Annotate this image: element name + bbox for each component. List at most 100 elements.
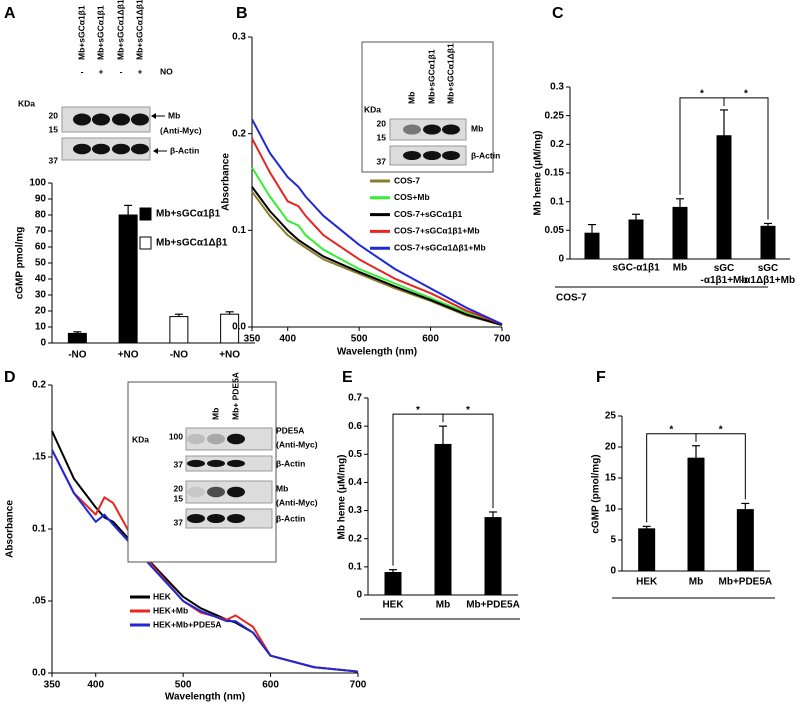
y-tick-label: 0.2 [232, 128, 246, 139]
series-line [251, 166, 503, 327]
bar [716, 135, 732, 260]
y-axis-label: Absorbance [5, 500, 16, 558]
y-tick-label: 0.2 [550, 139, 564, 150]
significance-label: * [744, 89, 748, 100]
x-tick-label: -NO [170, 350, 189, 361]
series-line [251, 186, 503, 327]
marker-label: 37 [174, 517, 184, 527]
x-tick-label: +NO [219, 350, 240, 361]
lane-label: Mb+sGCα1Δβ1 [445, 43, 455, 104]
bar [484, 517, 502, 596]
band [423, 150, 441, 161]
y-axis-label: Mb heme (μM/mg) [533, 130, 544, 215]
x-tick-label: 600 [422, 334, 439, 345]
bar [687, 457, 705, 572]
band [207, 513, 225, 524]
y-tick-label: 100 [29, 178, 46, 189]
x-tick-label: 600 [262, 680, 279, 691]
blot-label: (Anti-Myc) [160, 125, 202, 135]
bar [638, 528, 656, 572]
series-line [251, 191, 503, 327]
blot-label: (Anti-Myc) [276, 497, 318, 507]
y-tick-label: 0.1 [348, 561, 362, 572]
x-tick-label: HEK [382, 600, 404, 611]
y-tick-label: 0 [558, 254, 564, 265]
arrow-head [153, 148, 158, 154]
x-tick-label: 500 [351, 334, 368, 345]
band [112, 113, 130, 126]
x-tick-label: 400 [279, 334, 296, 345]
series-line [251, 118, 503, 326]
band [227, 486, 245, 498]
treatment-mark: + [99, 66, 104, 76]
inset-frame [127, 381, 277, 563]
blot-label: Mb [471, 123, 483, 133]
legend-label: Mb+sGCα1Δβ1 [156, 238, 228, 249]
y-tick-label: 20 [35, 306, 47, 317]
legend-swatch [139, 207, 152, 221]
x-tick-label: Mb [673, 263, 687, 274]
x-axis-label: Wavelength (nm) [165, 692, 245, 703]
y-axis-label: Absorbance [221, 153, 232, 211]
group-label: COS-7 [556, 293, 587, 304]
x-tick-label: 500 [175, 680, 192, 691]
x-tick-label: Mb [689, 577, 703, 588]
panel-label: B [236, 5, 248, 22]
bar [169, 316, 189, 344]
series-line [251, 138, 503, 326]
y-tick-label: 50 [35, 258, 47, 269]
y-tick-label: 30 [35, 290, 47, 301]
y-tick-label: 0.1 [232, 225, 246, 236]
x-tick-label: -NO [68, 350, 87, 361]
blot-label: Mb [168, 110, 180, 120]
marker-label: 20 [49, 110, 59, 120]
significance-label: * [466, 405, 470, 416]
x-axis-label: Wavelength (nm) [337, 347, 417, 358]
bar [628, 219, 644, 260]
band [403, 124, 421, 135]
x-tick-label: 700 [494, 334, 511, 345]
significance-label: * [719, 424, 723, 435]
band [92, 143, 110, 155]
blot-label: (Anti-Myc) [276, 439, 318, 449]
blot-label: β-Actin [170, 145, 199, 155]
band [207, 459, 225, 468]
significance-label: * [416, 405, 420, 416]
band [73, 143, 91, 155]
x-tick-label: sGC-α1β1 [612, 263, 660, 274]
treatment-mark: + [138, 66, 143, 76]
marker-label: 37 [49, 155, 59, 165]
panel-label: E [342, 369, 353, 386]
y-tick-label: 0.05 [545, 225, 565, 236]
blot-label: β-Actin [471, 150, 500, 160]
band [112, 143, 130, 155]
y-tick-label: 80 [35, 210, 47, 221]
bar [118, 214, 138, 344]
y-tick-label: 0.15 [545, 168, 565, 179]
band [187, 513, 205, 524]
significance-bracket [695, 433, 746, 500]
x-tick-label: sGC -α1Δβ1+Mb [741, 263, 795, 286]
treatment-mark: - [120, 66, 123, 76]
panel-label: F [596, 369, 606, 386]
y-tick-label: 10 [35, 322, 47, 333]
lane-label: Mb+ PDE5A [230, 372, 240, 420]
band [442, 124, 460, 135]
y-tick-label: 0.25 [545, 110, 565, 121]
blot-label: β-Actin [276, 458, 305, 468]
band [187, 459, 205, 468]
marker-label: 15 [49, 124, 59, 134]
y-tick-label: 0 [40, 338, 46, 349]
bar [384, 571, 402, 596]
y-tick-label: 10 [605, 504, 617, 515]
significance-bracket [442, 413, 494, 508]
y-tick-label: 0.0 [232, 322, 246, 333]
legend-label: COS-7+sGCα1Δβ1+Mb [394, 242, 486, 252]
marker-label: 20 [377, 118, 387, 128]
x-tick-label: 700 [350, 680, 367, 691]
y-tick-label: 5 [610, 535, 616, 546]
treatment-mark: - [81, 66, 84, 76]
marker-unit: KDa [364, 104, 381, 114]
x-tick-label: HEK [636, 577, 658, 588]
